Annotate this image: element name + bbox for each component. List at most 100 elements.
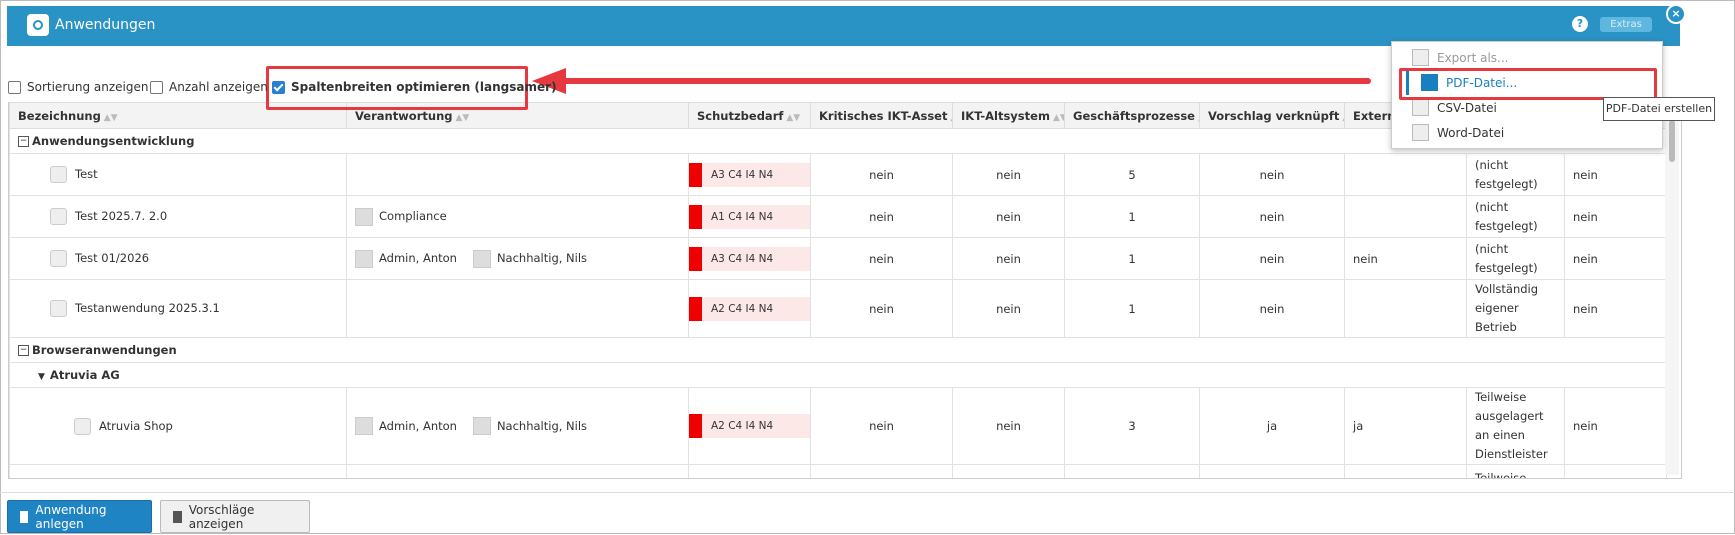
cell-text: nein — [1573, 251, 1598, 266]
column-title: Bezeichnung — [18, 108, 101, 123]
menu-item[interactable]: Word-Datei — [1412, 120, 1504, 145]
export-menu: Export als... PDF-Datei... CSV-Datei Word-… — [1391, 41, 1663, 149]
extras-button[interactable]: Extras — [1600, 17, 1652, 32]
button[interactable]: Anwendung anlegen — [7, 500, 152, 533]
menu-item[interactable]: PDF-Datei... — [1406, 70, 1518, 95]
owner: Nachhaltig, Nils — [472, 249, 587, 268]
group-row[interactable]: − Anwendungsentwicklung — [9, 128, 1667, 154]
owner-name: Nachhaltig, Nils — [496, 418, 588, 433]
sort-icon: ▲▼ — [103, 112, 118, 123]
cell — [1064, 464, 1200, 478]
person-icon — [472, 249, 491, 268]
column-header[interactable]: Kritisches IKT-Asset▲▼ — [810, 102, 953, 129]
cell: 5 — [1064, 153, 1200, 196]
data-row[interactable]: Teilweise — [9, 464, 1667, 478]
cell-text: nein — [996, 419, 1021, 433]
cell — [952, 464, 1065, 478]
cell: Teilweise — [1466, 464, 1565, 478]
cell: 1 — [1064, 237, 1200, 280]
cell-text: nein — [1573, 209, 1598, 224]
cell: Vollständig eigener Betrieb — [1466, 279, 1565, 338]
cell: (nicht festgelegt) — [1466, 237, 1565, 280]
app-icon — [74, 417, 91, 435]
option-label: Anzahl anzeigen — [169, 80, 268, 94]
cell: nein — [1564, 237, 1667, 280]
table-container: Bezeichnung ▲▼ Verantwortung ▲▼ Schutzbedarf… — [8, 102, 1682, 479]
app-icon — [27, 14, 49, 36]
data-row[interactable]: Test A3 C4 I4 N4 nein nein 5 nein (nicht festg… — [9, 153, 1667, 196]
column-title: Kritisches IKT-Asset — [819, 108, 948, 123]
cell-text: nein — [996, 301, 1021, 316]
column-title: IKT-Altsystem — [961, 108, 1050, 123]
app-name: Test 2025.7. 2.0 — [75, 209, 168, 223]
cell: ja — [1344, 387, 1467, 465]
data-row[interactable]: Test 2025.7. 2.0 Compliance A1 C4 I4 N4 nei… — [9, 195, 1667, 238]
data-row[interactable]: Test 01/2026 Admin, Anton Nachhaltig, Nils… — [9, 237, 1667, 280]
protection-cell: A1 C4 I4 N4 — [688, 195, 811, 238]
menu-label: CSV-Datei — [1437, 100, 1497, 115]
person-icon — [472, 417, 491, 435]
option[interactable]: Anzahl anzeigen — [150, 80, 268, 94]
checkbox[interactable] — [272, 80, 285, 94]
scrollbar[interactable] — [1665, 120, 1679, 475]
arrow — [532, 68, 1371, 94]
sort-icon: ▲▼ — [1198, 113, 1199, 123]
cell: nein — [1199, 279, 1345, 338]
owner: Nachhaltig, Nils — [472, 417, 588, 435]
column-header[interactable]: Vorschlag verknüpft▲▼ — [1199, 102, 1345, 129]
menu-icon — [1421, 74, 1438, 91]
cell-text: nein — [1259, 209, 1285, 224]
option-label: Sortierung anzeigen — [27, 80, 149, 94]
cell-text: 1 — [1128, 251, 1136, 266]
cell — [1199, 464, 1345, 478]
option[interactable]: Sortierung anzeigen — [8, 80, 148, 94]
column-header[interactable]: IKT-Altsystem▲▼ — [952, 102, 1065, 129]
cell: Teilweise ausgelagert an einen Dienstlei… — [1466, 387, 1565, 465]
cell: nein — [1564, 153, 1667, 196]
name-cell: Testanwendung 2025.3.1 — [9, 279, 347, 338]
group-cell: − Anwendungsentwicklung — [9, 128, 1667, 154]
tooltip: PDF-Datei erstellen — [1603, 97, 1715, 121]
cell-text: (nicht festgelegt) — [1475, 157, 1538, 191]
cell-text: Teilweise ausgelagert an einen Dienstlei… — [1475, 390, 1548, 461]
cell: nein — [952, 195, 1065, 238]
app-name: Atruvia Shop — [99, 418, 173, 433]
protection-cell: A2 C4 I4 N4 — [688, 279, 811, 338]
owner-name: Admin, Anton — [379, 418, 457, 433]
cell: nein — [810, 387, 953, 465]
cell: 1 — [1064, 279, 1200, 338]
checkbox[interactable] — [8, 80, 21, 94]
column-header[interactable]: Geschäftsprozesse▲▼ — [1064, 102, 1200, 129]
cell: nein — [952, 153, 1065, 196]
name-cell: Test 01/2026 — [9, 237, 347, 280]
cell: nein — [1564, 387, 1667, 465]
button[interactable]: Vorschläge anzeigen — [160, 500, 310, 533]
data-row[interactable]: Testanwendung 2025.3.1 A2 C4 I4 N4 nein nei… — [9, 279, 1667, 338]
cell: (nicht festgelegt) — [1466, 153, 1565, 196]
option-label: Spaltenbreiten optimieren (langsamer) — [291, 80, 557, 94]
column-title: Externe — [1353, 108, 1404, 123]
close-button[interactable]: × — [1666, 4, 1686, 24]
help-button[interactable]: ? — [1572, 16, 1588, 32]
name-cell: Test 2025.7. 2.0 — [9, 195, 347, 238]
cell-text: nein — [1259, 251, 1285, 266]
column-header[interactable]: Schutzbedarf ▲▼ — [688, 102, 811, 129]
checkbox[interactable] — [150, 80, 163, 94]
cell-text: nein — [1259, 301, 1285, 316]
data-row[interactable]: Atruvia Shop Admin, Anton Nachhaltig, Nils… — [9, 387, 1667, 465]
column-header[interactable]: Verantwortung ▲▼ — [346, 102, 689, 129]
cell — [810, 464, 953, 478]
cell: 1 — [1064, 195, 1200, 238]
menu-label: Word-Datei — [1437, 125, 1505, 140]
name-cell: Atruvia Shop — [9, 387, 347, 465]
menu-label: PDF-Datei... — [1446, 75, 1518, 90]
option[interactable]: Spaltenbreiten optimieren (langsamer) — [272, 80, 557, 94]
cell-text: 1 — [1128, 301, 1136, 316]
owner-name: Admin, Anton — [379, 251, 457, 265]
subgroup-row[interactable]: ▼ Atruvia AG — [9, 362, 1667, 388]
cell-text: nein — [869, 167, 894, 182]
protection-cell: A3 C4 I4 N4 — [688, 237, 811, 280]
group-row[interactable]: − Browseranwendungen — [9, 337, 1667, 363]
cell-text: nein — [996, 251, 1021, 266]
person-icon — [355, 417, 373, 435]
